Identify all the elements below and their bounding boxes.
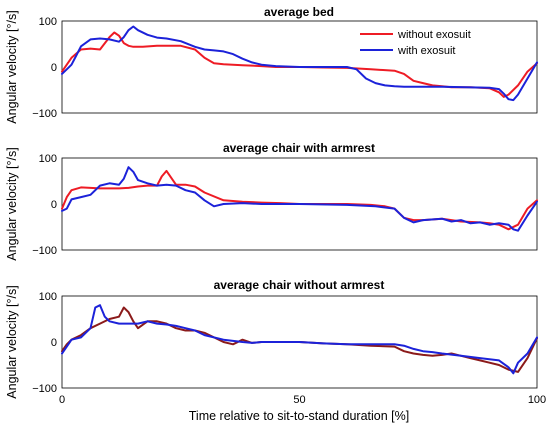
y-tick-label: 0 [51,199,57,211]
series-line-with-exosuit [61,166,538,232]
series-line-with-exosuit [61,25,538,102]
legend-box [355,24,531,60]
x-tick-label: 100 [528,394,546,406]
y-axis-label: Angular velocity [°/s] [5,10,19,123]
y-axis-label: Angular velocity [°/s] [5,147,19,260]
panel-average-bed: average bed 100 0 −100 Angular velocity … [5,5,538,124]
y-tick-label: 100 [39,153,57,165]
y-tick-label: 0 [51,337,57,349]
panel-title: average chair with armrest [223,141,375,155]
x-axis-label: Time relative to sit-to-stand duration [… [189,409,409,423]
x-tick-label: 0 [59,394,65,406]
series-layer [61,25,538,102]
y-tick-label: 100 [39,16,57,28]
series-layer [61,166,538,232]
y-axis-label: Angular velocity [°/s] [5,285,19,398]
panel-average-chair-with-armrest: average chair with armrest 100 0 −100 An… [5,141,538,261]
panel-title: average bed [264,5,334,19]
legend: without exosuit with exosuit [355,24,531,60]
x-tick-label: 50 [293,394,305,406]
legend-label-without-exosuit: without exosuit [397,29,471,41]
series-layer [61,304,538,375]
panel-title: average chair without armrest [214,278,385,292]
legend-label-with-exosuit: with exosuit [397,45,455,57]
series-line-with-exosuit [61,304,538,375]
y-tick-label: −100 [32,245,57,257]
y-tick-label: 0 [51,62,57,74]
y-tick-label: 100 [39,291,57,303]
y-tick-label: −100 [32,108,57,120]
panel-average-chair-without-armrest: average chair without armrest 100 0 −100… [5,278,546,423]
y-tick-label: −100 [32,383,57,395]
